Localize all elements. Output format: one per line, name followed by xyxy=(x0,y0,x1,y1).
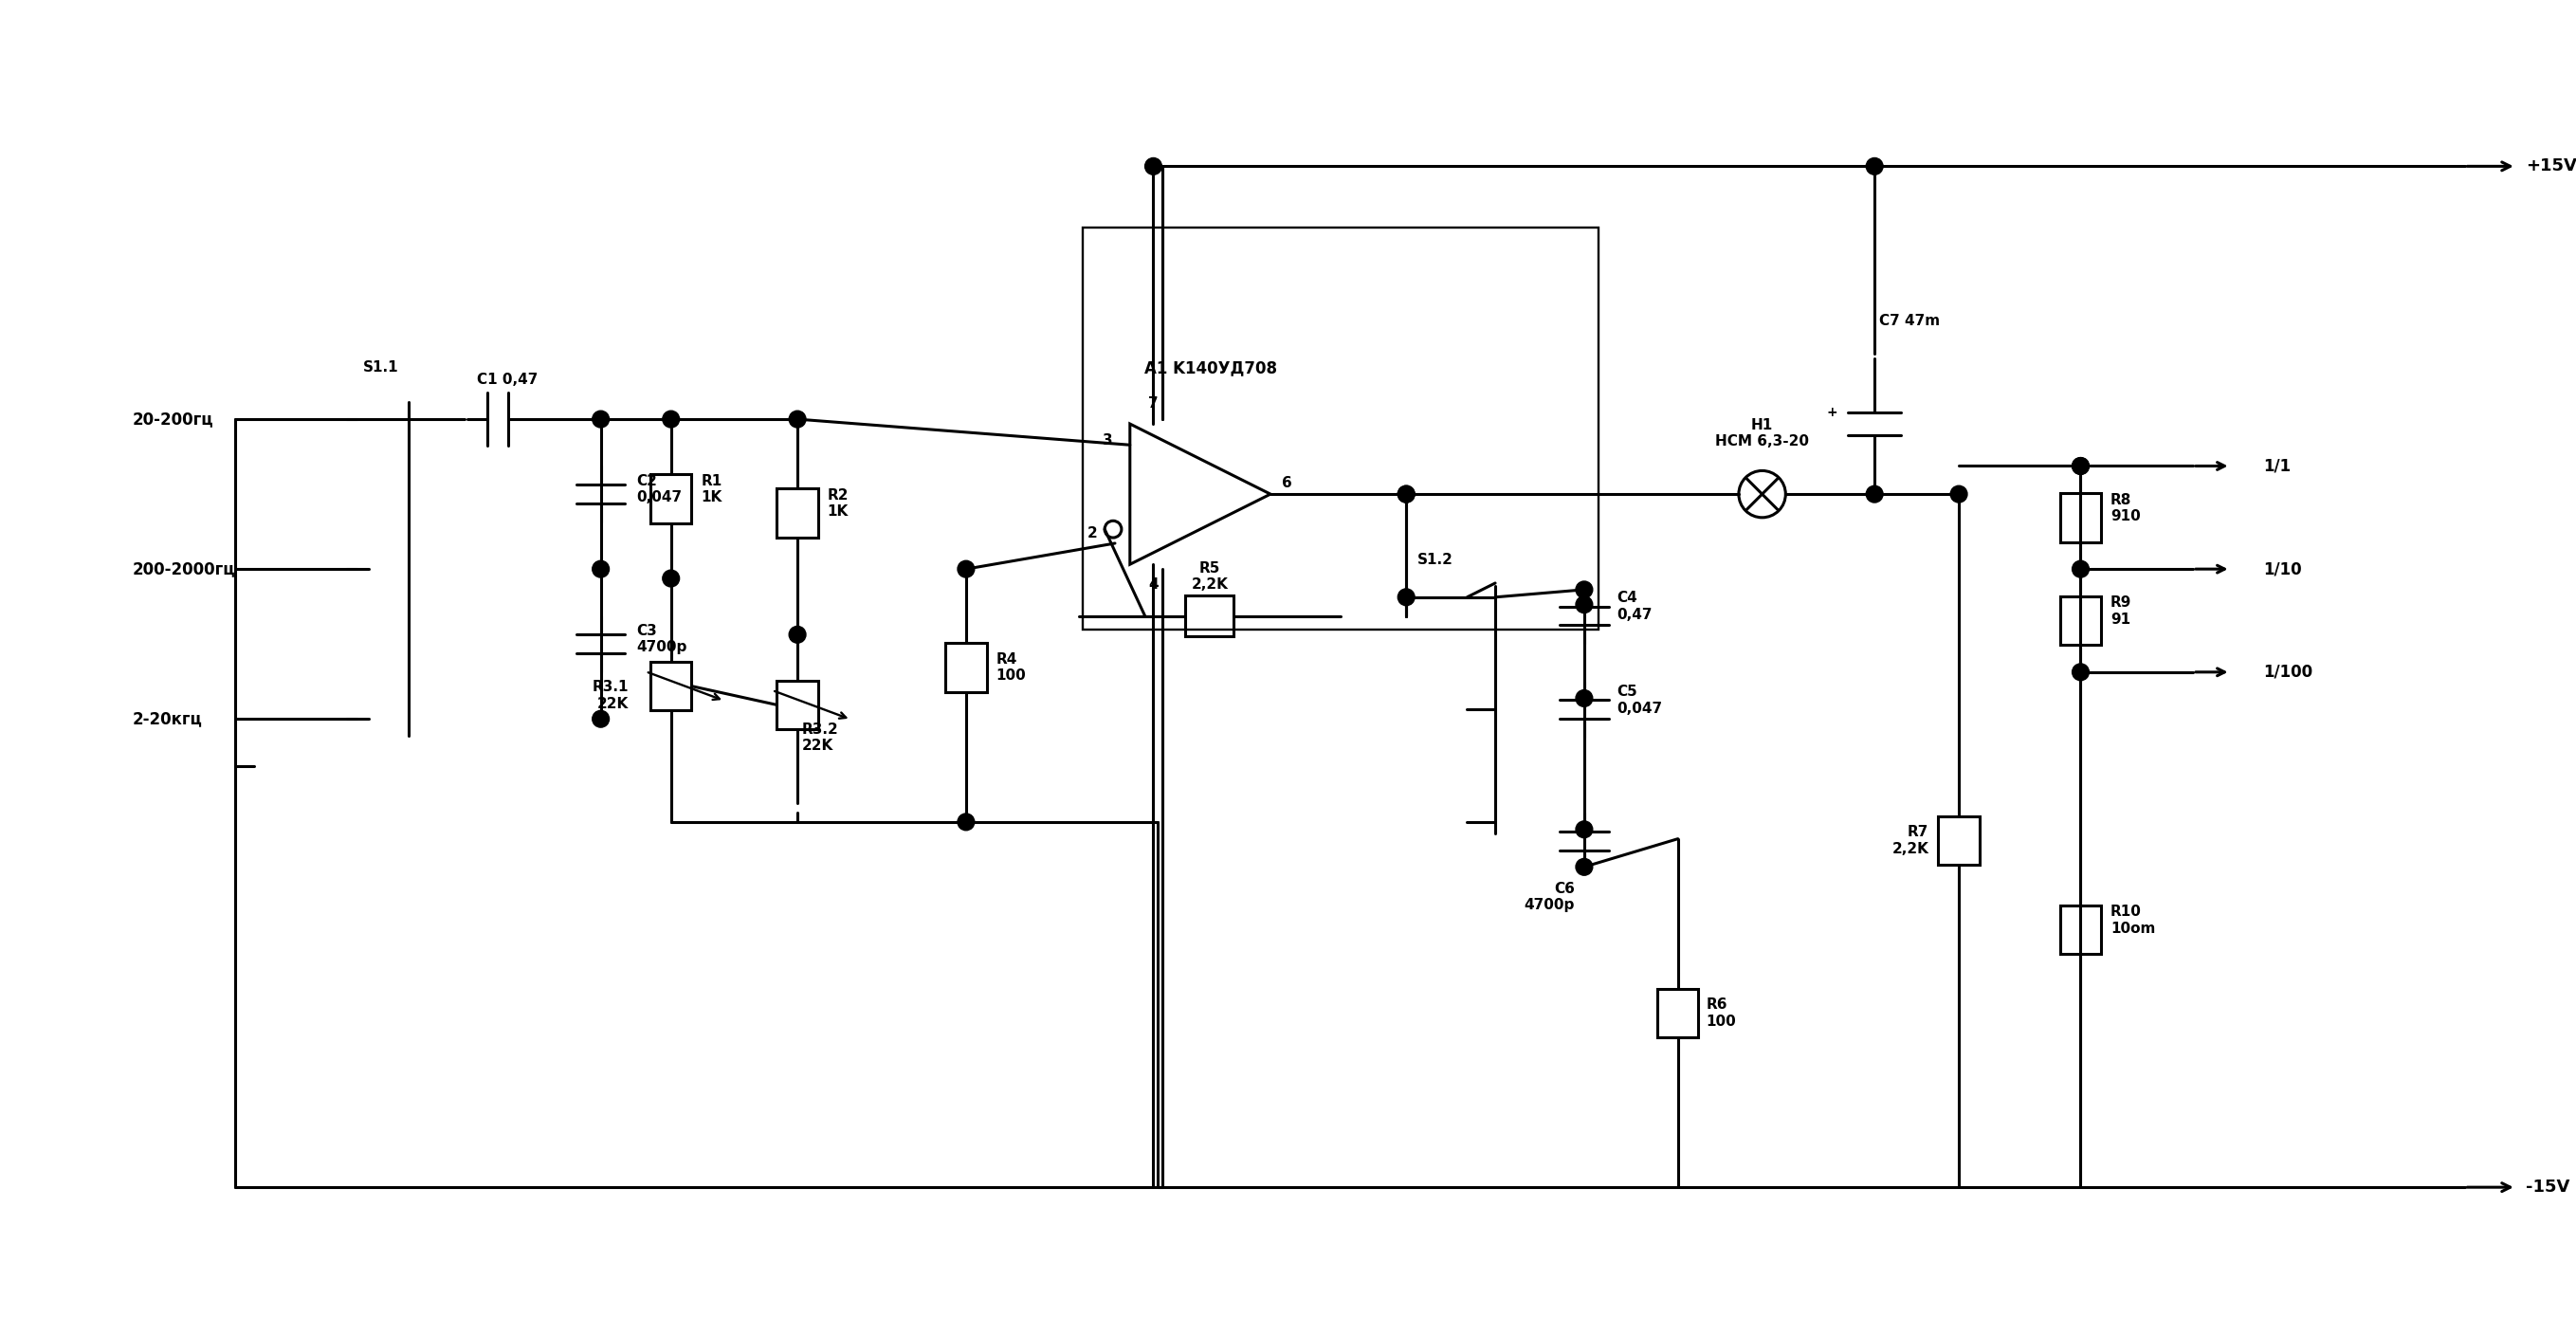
Text: -15V: -15V xyxy=(2524,1179,2568,1196)
Text: C5
0,047: C5 0,047 xyxy=(1618,685,1662,715)
Circle shape xyxy=(1577,690,1592,707)
Bar xyxy=(649,661,690,710)
Text: C2
0,047: C2 0,047 xyxy=(636,474,683,504)
Circle shape xyxy=(662,411,680,428)
Text: R7
2,2K: R7 2,2K xyxy=(1891,826,1929,856)
Circle shape xyxy=(788,626,806,643)
Text: +15V: +15V xyxy=(2524,158,2576,175)
Circle shape xyxy=(788,411,806,428)
Circle shape xyxy=(1577,859,1592,876)
Text: 3: 3 xyxy=(1103,433,1113,448)
Text: R6
100: R6 100 xyxy=(1705,998,1736,1029)
Text: C6
4700p: C6 4700p xyxy=(1525,881,1574,913)
Text: R1
1K: R1 1K xyxy=(701,474,721,504)
Text: R4
100: R4 100 xyxy=(997,652,1025,682)
Text: R3.2
22K: R3.2 22K xyxy=(801,722,840,753)
Circle shape xyxy=(958,814,974,831)
Bar xyxy=(778,681,819,730)
Circle shape xyxy=(1865,158,1883,175)
Text: 1/1: 1/1 xyxy=(2264,457,2290,474)
Text: C4
0,47: C4 0,47 xyxy=(1618,591,1654,622)
Circle shape xyxy=(592,411,608,428)
Circle shape xyxy=(958,561,974,577)
Text: R10
10om: R10 10om xyxy=(2110,905,2156,935)
Text: A1 K140УД708: A1 K140УД708 xyxy=(1144,360,1278,377)
Text: 1/10: 1/10 xyxy=(2264,561,2303,578)
Bar xyxy=(2061,597,2102,645)
Text: 20-200гц: 20-200гц xyxy=(131,411,214,428)
Circle shape xyxy=(2071,664,2089,681)
Circle shape xyxy=(2071,457,2089,474)
Circle shape xyxy=(1399,486,1414,503)
Circle shape xyxy=(592,561,608,577)
Text: 1/100: 1/100 xyxy=(2264,664,2313,681)
Text: 2-20кгц: 2-20кгц xyxy=(131,710,204,727)
Circle shape xyxy=(1399,589,1414,606)
Circle shape xyxy=(592,710,608,727)
Text: 4: 4 xyxy=(1149,578,1159,593)
Bar xyxy=(2061,905,2102,954)
Text: 7: 7 xyxy=(1149,396,1159,411)
Circle shape xyxy=(1399,486,1414,503)
Circle shape xyxy=(1577,597,1592,614)
Text: C7 47m: C7 47m xyxy=(1880,313,1940,328)
Circle shape xyxy=(1577,581,1592,598)
Text: S1.1: S1.1 xyxy=(363,361,399,375)
Circle shape xyxy=(1144,158,1162,175)
Circle shape xyxy=(662,570,680,587)
Text: R9
91: R9 91 xyxy=(2110,595,2133,627)
Text: H1
HCM 6,3-20: H1 HCM 6,3-20 xyxy=(1716,417,1808,449)
Bar xyxy=(1937,817,1978,865)
Bar xyxy=(1656,989,1698,1038)
Text: R2
1K: R2 1K xyxy=(827,489,848,519)
Circle shape xyxy=(1865,486,1883,503)
Text: R5
2,2K: R5 2,2K xyxy=(1190,561,1229,591)
Bar xyxy=(945,643,987,691)
Circle shape xyxy=(2071,561,2089,577)
Bar xyxy=(2061,493,2102,541)
Text: +: + xyxy=(1826,406,1837,419)
Bar xyxy=(649,474,690,523)
Circle shape xyxy=(1950,486,1968,503)
Text: 200-2000гц: 200-2000гц xyxy=(131,561,234,578)
Bar xyxy=(778,489,819,537)
Text: C1 0,47: C1 0,47 xyxy=(477,373,538,387)
Bar xyxy=(1185,595,1234,636)
Bar xyxy=(1082,227,1597,630)
Circle shape xyxy=(2071,457,2089,474)
Text: S1.2: S1.2 xyxy=(1417,553,1453,566)
Text: 2: 2 xyxy=(1087,527,1097,540)
Text: C3
4700p: C3 4700p xyxy=(636,624,688,655)
Text: R8
910: R8 910 xyxy=(2110,493,2141,524)
Circle shape xyxy=(1577,820,1592,838)
Text: 6: 6 xyxy=(1283,475,1293,490)
Text: R3.1
22K: R3.1 22K xyxy=(592,680,629,711)
